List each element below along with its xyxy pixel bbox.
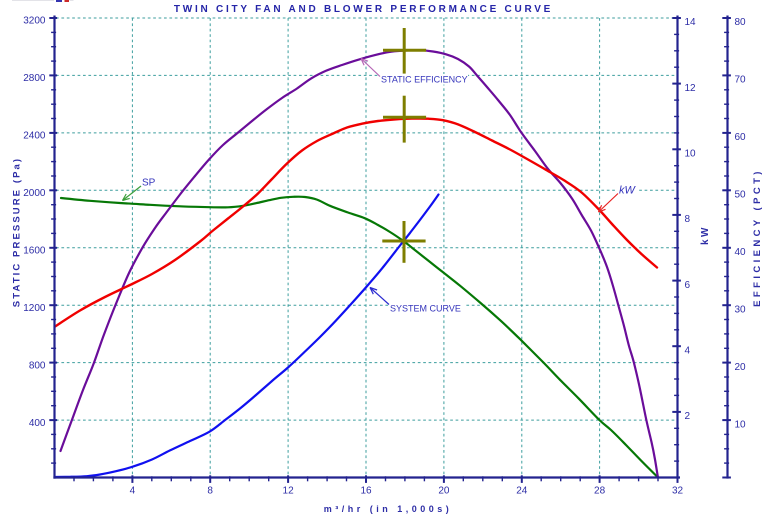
svg-text:24: 24 <box>516 486 528 497</box>
svg-text:80: 80 <box>735 17 747 28</box>
svg-text:1200: 1200 <box>23 303 46 314</box>
svg-text:SP: SP <box>142 178 156 189</box>
svg-text:70: 70 <box>735 75 747 86</box>
svg-text:3200: 3200 <box>23 16 46 27</box>
svg-text:20: 20 <box>438 486 450 497</box>
svg-text:kW: kW <box>700 225 711 245</box>
svg-text:TWIN CITY FAN AND BLOWER PERFO: TWIN CITY FAN AND BLOWER PERFORMANCE CUR… <box>174 4 553 15</box>
svg-text:2: 2 <box>685 411 691 422</box>
svg-text:m³/hr (in 1,000s): m³/hr (in 1,000s) <box>324 504 453 514</box>
svg-text:2800: 2800 <box>23 73 46 84</box>
svg-text:8: 8 <box>207 486 213 497</box>
svg-text:4: 4 <box>685 345 691 356</box>
svg-text:800: 800 <box>29 360 46 371</box>
svg-text:4: 4 <box>130 486 136 497</box>
svg-text:30: 30 <box>735 304 747 315</box>
svg-text:60: 60 <box>735 132 747 143</box>
svg-text:12: 12 <box>283 486 295 497</box>
svg-text:32: 32 <box>672 486 684 497</box>
svg-text:kW: kW <box>619 185 637 197</box>
svg-text:40: 40 <box>735 247 747 258</box>
svg-text:10: 10 <box>685 149 697 160</box>
svg-text:SYSTEM CURVE: SYSTEM CURVE <box>390 304 461 314</box>
svg-text:2400: 2400 <box>23 131 46 142</box>
svg-text:STATIC EFFICIENCY: STATIC EFFICIENCY <box>381 75 468 85</box>
svg-text:10: 10 <box>735 419 747 430</box>
svg-text:28: 28 <box>594 486 606 497</box>
svg-text:EFFICIENCY (PCT): EFFICIENCY (PCT) <box>752 168 763 307</box>
svg-text:50: 50 <box>735 190 747 201</box>
svg-text:14: 14 <box>685 17 697 28</box>
svg-text:400: 400 <box>29 418 46 429</box>
svg-text:20: 20 <box>735 362 747 373</box>
svg-text:6: 6 <box>685 280 691 291</box>
svg-text:8: 8 <box>685 214 691 225</box>
svg-text:16: 16 <box>360 486 372 497</box>
svg-text:STATIC PRESSURE (Pa): STATIC PRESSURE (Pa) <box>12 157 23 307</box>
svg-text:2000: 2000 <box>23 188 46 199</box>
svg-text:1600: 1600 <box>23 245 46 256</box>
svg-text:12: 12 <box>685 83 697 94</box>
